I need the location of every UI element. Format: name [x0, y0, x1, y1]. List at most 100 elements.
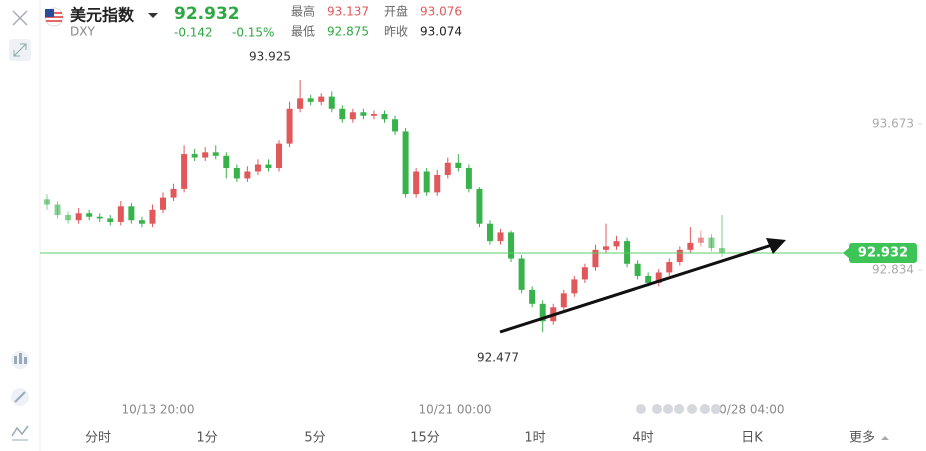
y-tick-label: 92.834 [872, 263, 914, 277]
period-tab[interactable]: 4时 [632, 431, 653, 446]
candle-body [413, 171, 420, 195]
stat-label: 最高 [291, 4, 315, 19]
period-tab[interactable]: 5分 [304, 431, 325, 446]
candle-body [244, 171, 251, 179]
candle-body [181, 154, 188, 189]
candle-body [719, 248, 725, 253]
candle-body [128, 206, 135, 221]
scroll-dot [663, 404, 673, 414]
candle-body [339, 108, 346, 120]
flag-icon [44, 7, 64, 27]
extreme-label: 93.925 [249, 50, 291, 64]
candle-body [529, 289, 536, 304]
candle-body [645, 275, 652, 283]
candle-body [65, 215, 72, 221]
candle-body [581, 267, 588, 280]
more-caret [881, 436, 889, 440]
candle-body [402, 131, 409, 195]
period-tab[interactable]: 分时 [85, 431, 111, 446]
candle-body [107, 218, 114, 222]
candle-body [54, 204, 61, 215]
line-tool-button[interactable] [11, 425, 29, 441]
period-tab[interactable]: 15分 [410, 431, 440, 446]
stat-label: 昨收 [384, 25, 408, 39]
change: -0.142 [174, 26, 213, 40]
candle-body [96, 216, 103, 219]
candle-body [539, 303, 546, 322]
scroll-dot [711, 404, 721, 414]
candle-body [444, 162, 451, 175]
candle-body [370, 114, 377, 116]
trend-arrow [499, 243, 773, 334]
candle-body [349, 112, 356, 120]
period-tab[interactable]: 日K [741, 431, 763, 446]
indicator-button[interactable] [11, 351, 29, 369]
y-tick-label: 93.673 [872, 116, 914, 130]
candle-body [254, 164, 261, 172]
draw-button[interactable] [11, 388, 29, 406]
extreme-label: 92.477 [477, 351, 519, 365]
period-tab[interactable]: 更多 [849, 430, 875, 446]
scroll-dot [636, 404, 646, 414]
candle-body [160, 197, 167, 210]
price: 92.932 [174, 4, 240, 24]
candle-body [423, 171, 430, 193]
candle-body [286, 108, 293, 144]
stat-value: 93.074 [420, 25, 462, 39]
current-price-box [849, 242, 917, 263]
candle-body [613, 241, 620, 247]
candle-body [318, 96, 325, 102]
candle-body [518, 258, 525, 290]
candle-body [697, 237, 704, 243]
candle-body [486, 223, 493, 242]
scroll-dot [687, 404, 697, 414]
close-button[interactable] [12, 10, 28, 26]
candle-body [497, 232, 504, 242]
stat-label: 开盘 [384, 4, 408, 19]
candle-body [297, 98, 304, 109]
candle-body [170, 188, 177, 198]
symbol-code: DXY [70, 25, 95, 39]
candle-body [233, 167, 240, 179]
candle-body [571, 279, 578, 294]
dropdown-icon[interactable] [148, 13, 158, 18]
stat-value: 93.076 [420, 5, 462, 19]
candle-body [602, 246, 609, 250]
candle-body [138, 220, 145, 224]
change-percent: -0.15% [232, 26, 274, 40]
scroll-dot [652, 404, 662, 414]
stat-value: 92.875 [327, 25, 369, 39]
period-tab[interactable]: 1时 [524, 431, 545, 446]
trend-arrow-head [766, 238, 786, 254]
period-tab[interactable]: 1分 [196, 431, 217, 446]
stat-label: 最低 [291, 25, 315, 39]
scroll-dot [700, 404, 710, 414]
x-tick-label: 10/28 04:00 [712, 403, 785, 417]
current-price-pointer [843, 246, 850, 259]
candle-body [676, 249, 683, 263]
candle-body [434, 174, 441, 193]
stat-value: 93.137 [327, 5, 369, 19]
candle-body [476, 188, 483, 224]
candle-body [75, 213, 82, 221]
candle-body [223, 155, 230, 168]
candle-body [381, 114, 388, 120]
candle-body [455, 162, 462, 168]
candle-body [276, 143, 283, 168]
candle-body [265, 164, 272, 168]
candle-body [634, 263, 641, 276]
candle-body [560, 293, 567, 308]
x-tick-label: 10/21 00:00 [419, 403, 492, 417]
symbol-name[interactable]: 美元指数 [70, 6, 135, 25]
candle-body [149, 209, 156, 224]
candle-body [117, 206, 124, 222]
candle-body [508, 232, 515, 259]
candle-body [307, 98, 314, 102]
candle-body [212, 152, 219, 156]
candle-body [44, 199, 50, 205]
scroll-dot [674, 404, 684, 414]
x-tick-label: 10/13 20:00 [122, 403, 195, 417]
current-price-label: 92.932 [858, 245, 908, 260]
candle-body [655, 272, 662, 283]
